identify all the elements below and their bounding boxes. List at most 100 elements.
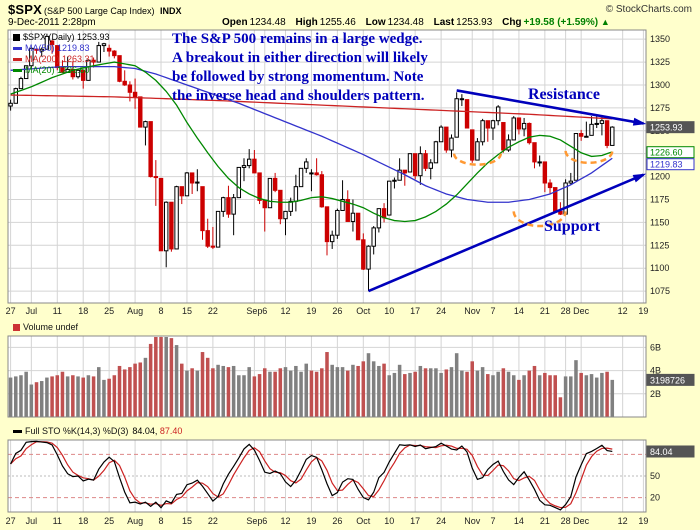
timestamp: 9-Dec-2011 2:28pm — [8, 17, 96, 28]
ma50-line — [10, 65, 613, 203]
svg-text:28: 28 — [561, 306, 571, 316]
svg-text:Sep: Sep — [246, 306, 262, 316]
price-tag-1219.83: 1219.83 — [646, 158, 695, 171]
svg-text:1350: 1350 — [650, 34, 670, 44]
svg-text:22: 22 — [208, 306, 218, 316]
ma200-legend-label: MA(200) 1263.31 — [25, 54, 95, 64]
main-legend: $SPX (Daily) 1253.93 MA(50) 1219.83 MA(2… — [13, 32, 110, 76]
svg-text:12: 12 — [618, 516, 628, 526]
sto-d-value: 87.40 — [159, 426, 183, 436]
ma20-legend-label: MA(20) 1226.60 — [25, 65, 90, 75]
sto-k-value: 84.04, — [132, 426, 158, 436]
svg-text:22: 22 — [208, 516, 218, 526]
volume-series-icon — [13, 324, 20, 332]
low-value: 1234.48 — [387, 17, 424, 28]
svg-text:26: 26 — [332, 306, 342, 316]
ticker-symbol: $SPX — [8, 2, 43, 17]
price-axis-labels: 1350132513001275125012251200117511501125… — [6, 34, 670, 526]
open-value: 1234.48 — [249, 17, 286, 28]
svg-text:14: 14 — [514, 306, 524, 316]
svg-text:15: 15 — [182, 516, 192, 526]
svg-text:27: 27 — [6, 306, 16, 316]
support-trendline — [367, 173, 644, 293]
sto-d-line — [10, 441, 613, 509]
svg-text:8: 8 — [159, 516, 164, 526]
svg-text:21: 21 — [540, 516, 550, 526]
svg-text:Oct: Oct — [356, 516, 371, 526]
ma50-line-icon — [13, 47, 22, 51]
svg-text:12: 12 — [280, 306, 290, 316]
svg-text:1175: 1175 — [650, 194, 669, 204]
price-legend-label: $SPX (Daily) 1253.93 — [23, 32, 110, 42]
sto-legend-label: Full STO %K(14,3) %D(3) — [25, 426, 129, 436]
low-label: Low — [365, 17, 386, 28]
sto-panel: 805020 — [7, 439, 660, 513]
svg-text:1100: 1100 — [650, 263, 669, 273]
svg-text:17: 17 — [410, 306, 420, 316]
ma200-line — [10, 94, 613, 120]
svg-text:8: 8 — [159, 306, 164, 316]
svg-text:Sep: Sep — [246, 516, 262, 526]
svg-text:24: 24 — [436, 306, 446, 316]
svg-text:1150: 1150 — [650, 217, 669, 227]
svg-text:1125: 1125 — [650, 240, 669, 250]
svg-text:Aug: Aug — [127, 306, 143, 316]
ma20-line — [10, 61, 613, 223]
svg-text:20: 20 — [650, 493, 660, 503]
chg-up-arrow-icon: ▲ — [600, 17, 610, 27]
svg-text:17: 17 — [410, 516, 420, 526]
svg-text:28: 28 — [561, 516, 571, 526]
svg-text:1325: 1325 — [650, 57, 670, 67]
index-name: (S&P 500 Large Cap Index) — [44, 6, 155, 16]
svg-text:1253.93: 1253.93 — [650, 123, 683, 133]
svg-text:19: 19 — [638, 516, 648, 526]
svg-text:11: 11 — [53, 516, 62, 526]
high-value: 1255.46 — [319, 17, 356, 28]
sto-tag: 84.04 — [646, 445, 695, 458]
quote-row: Open 1234.48 High 1255.46 Low 1234.48 Last 1… — [222, 17, 610, 28]
svg-text:1075: 1075 — [650, 286, 670, 296]
svg-text:4B: 4B — [650, 366, 661, 376]
support-label: Support — [544, 218, 601, 235]
price-series-icon — [13, 34, 20, 42]
chg-label: Chg — [502, 17, 522, 28]
svg-text:11: 11 — [53, 306, 62, 316]
svg-text:6B: 6B — [650, 342, 661, 352]
ma50-legend-label: MA(50) 1219.83 — [25, 43, 90, 53]
svg-text:1200: 1200 — [650, 172, 670, 182]
resistance-trendline — [456, 89, 644, 125]
svg-text:19: 19 — [306, 306, 316, 316]
svg-text:1226.60: 1226.60 — [650, 148, 683, 158]
chg-value: +19.58 (+1.59%) — [523, 17, 599, 28]
svg-text:21: 21 — [540, 306, 550, 316]
svg-text:Jul: Jul — [26, 516, 38, 526]
price-tag-1226.60: 1226.60 — [646, 146, 695, 159]
svg-text:18: 18 — [78, 516, 88, 526]
last-label: Last — [433, 17, 455, 28]
svg-text:50: 50 — [650, 471, 660, 481]
svg-text:Nov: Nov — [464, 516, 481, 526]
head-shoulders-arc-2 — [512, 211, 567, 228]
volume-legend-label: Volume undef — [23, 322, 79, 332]
svg-text:24: 24 — [436, 516, 446, 526]
trendline-arrow-icon — [632, 117, 647, 126]
svg-text:Jul: Jul — [26, 306, 38, 316]
svg-text:25: 25 — [104, 306, 114, 316]
trendline-arrow-icon — [632, 173, 647, 183]
volume-legend: Volume undef — [13, 322, 78, 333]
svg-text:84.04: 84.04 — [650, 447, 673, 457]
head-shoulders-arc-1 — [452, 153, 503, 166]
svg-text:26: 26 — [332, 516, 342, 526]
sto-line-icon — [13, 430, 22, 434]
svg-text:7: 7 — [490, 516, 495, 526]
svg-text:25: 25 — [104, 516, 114, 526]
sto-k-line — [10, 440, 613, 511]
svg-text:Oct: Oct — [356, 306, 371, 316]
price-tag-1253.93: 1253.93 — [646, 121, 695, 134]
annotation-text: The S&P 500 remains in a large wedge. A … — [172, 31, 428, 104]
svg-text:14: 14 — [514, 516, 524, 526]
svg-text:1275: 1275 — [650, 103, 670, 113]
volume-panel: 6B 4B 2B — [7, 335, 661, 418]
